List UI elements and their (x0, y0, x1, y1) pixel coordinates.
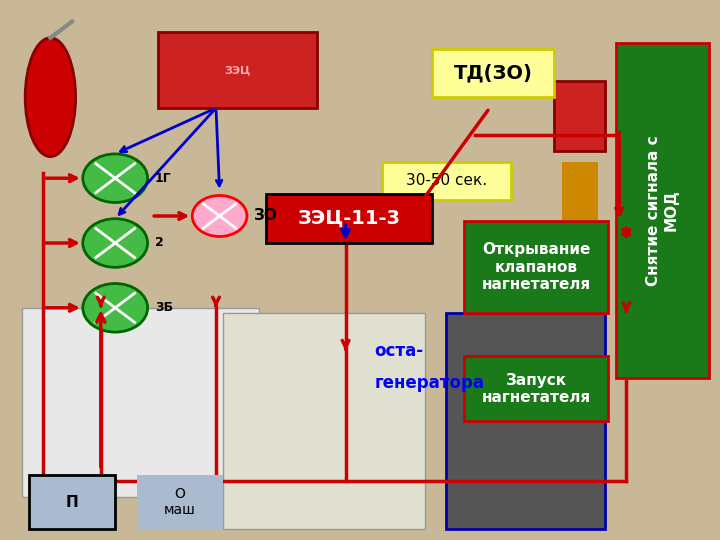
FancyBboxPatch shape (137, 475, 223, 529)
Text: Запуск
нагнетателя: Запуск нагнетателя (482, 373, 591, 405)
Text: генератора: генератора (374, 374, 485, 393)
FancyBboxPatch shape (464, 221, 608, 313)
FancyBboxPatch shape (22, 308, 259, 497)
Text: оста-: оста- (374, 342, 423, 360)
Text: ЗЭЦ-11-3: ЗЭЦ-11-3 (297, 209, 401, 228)
FancyBboxPatch shape (446, 313, 605, 529)
Text: Открывание
клапанов
нагнетателя: Открывание клапанов нагнетателя (482, 242, 591, 292)
FancyBboxPatch shape (382, 162, 511, 200)
Text: ТД(ЗО): ТД(ЗО) (454, 63, 533, 83)
Text: ЗО: ЗО (254, 208, 278, 224)
Text: 3Б: 3Б (155, 301, 173, 314)
Ellipse shape (25, 38, 76, 157)
Text: Снятие сигнала с
МОД: Снятие сигнала с МОД (647, 136, 679, 286)
FancyBboxPatch shape (158, 32, 317, 108)
Text: О
маш: О маш (164, 487, 196, 517)
FancyBboxPatch shape (223, 313, 425, 529)
Text: 30-50 сек.: 30-50 сек. (406, 173, 487, 188)
FancyBboxPatch shape (464, 356, 608, 421)
Text: 1Г: 1Г (155, 172, 171, 185)
FancyBboxPatch shape (266, 194, 432, 243)
Text: П: П (66, 495, 78, 510)
Circle shape (192, 195, 247, 237)
FancyBboxPatch shape (29, 475, 115, 529)
FancyBboxPatch shape (616, 43, 709, 378)
Circle shape (83, 284, 148, 332)
Circle shape (83, 154, 148, 202)
Text: ЗЭЦ: ЗЭЦ (225, 65, 251, 75)
FancyBboxPatch shape (562, 162, 598, 232)
FancyBboxPatch shape (432, 49, 554, 97)
FancyBboxPatch shape (554, 81, 605, 151)
Text: 2: 2 (155, 237, 163, 249)
Circle shape (83, 219, 148, 267)
